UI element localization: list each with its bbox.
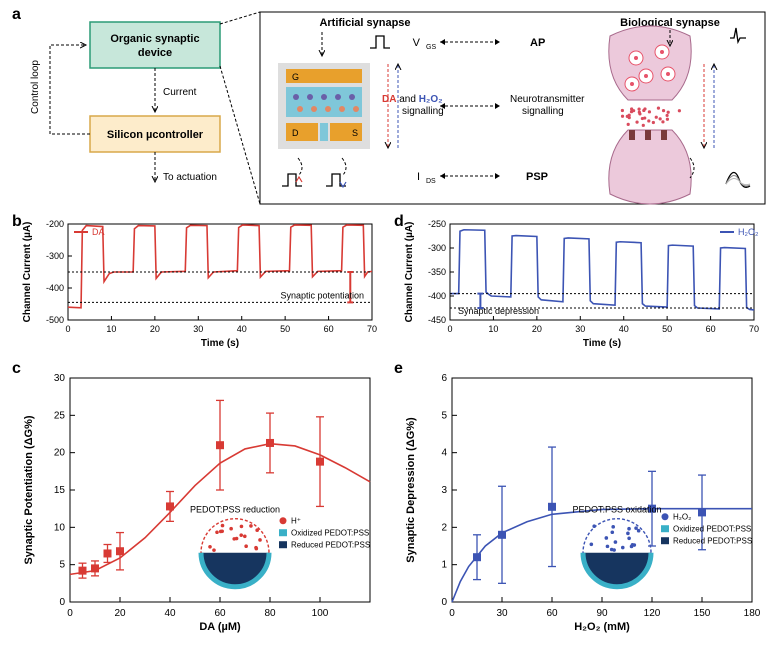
svg-text:-300: -300 bbox=[428, 243, 446, 253]
svg-text:Channel Current (µA): Channel Current (µA) bbox=[22, 222, 33, 323]
svg-text:50: 50 bbox=[280, 324, 290, 334]
svg-text:PSP: PSP bbox=[526, 171, 548, 183]
svg-text:-200: -200 bbox=[46, 219, 64, 229]
svg-text:Time (s): Time (s) bbox=[201, 338, 239, 349]
svg-text:70: 70 bbox=[749, 324, 759, 334]
svg-text:DA and H₂O₂: DA and H₂O₂ bbox=[382, 94, 443, 105]
svg-text:Channel Current (µA): Channel Current (µA) bbox=[404, 222, 415, 323]
svg-text:V: V bbox=[413, 37, 421, 49]
svg-text:-400: -400 bbox=[428, 291, 446, 301]
svg-text:Synaptic potentiation: Synaptic potentiation bbox=[280, 290, 364, 300]
svg-text:100: 100 bbox=[312, 608, 329, 619]
svg-text:25: 25 bbox=[54, 410, 66, 421]
svg-text:30: 30 bbox=[193, 324, 203, 334]
svg-text:G: G bbox=[292, 72, 299, 82]
svg-text:60: 60 bbox=[324, 324, 334, 334]
svg-text:15: 15 bbox=[54, 485, 66, 496]
svg-text:5: 5 bbox=[59, 560, 65, 571]
svg-text:-350: -350 bbox=[428, 267, 446, 277]
panel-e: 0 30 60 90 120 150 180 0 1 2 3 4 5 6 H₂O₂ (mM) Synaptic… bbox=[400, 370, 762, 636]
svg-text:Oxidized PEDOT:PSS: Oxidized PEDOT:PSS bbox=[291, 529, 369, 538]
svg-text:180: 180 bbox=[744, 608, 761, 619]
svg-text:150: 150 bbox=[694, 608, 711, 619]
svg-text:PEDOT:PSS oxidation: PEDOT:PSS oxidation bbox=[572, 505, 661, 515]
svg-text:DS: DS bbox=[426, 178, 436, 185]
svg-text:20: 20 bbox=[114, 608, 126, 619]
svg-text:Control loop: Control loop bbox=[30, 60, 41, 114]
svg-text:DA (µM): DA (µM) bbox=[199, 621, 241, 633]
svg-text:10: 10 bbox=[106, 324, 116, 334]
svg-text:S: S bbox=[352, 128, 358, 138]
svg-text:-450: -450 bbox=[428, 315, 446, 325]
svg-text:70: 70 bbox=[367, 324, 377, 334]
svg-text:Neurotransmitter: Neurotransmitter bbox=[510, 94, 585, 105]
svg-text:0: 0 bbox=[59, 597, 65, 608]
svg-text:20: 20 bbox=[532, 324, 542, 334]
svg-text:Organic synaptic: Organic synaptic bbox=[110, 33, 199, 45]
svg-text:4: 4 bbox=[441, 448, 447, 459]
svg-text:device: device bbox=[138, 47, 172, 59]
svg-text:3: 3 bbox=[441, 485, 447, 496]
svg-text:DA: DA bbox=[92, 227, 105, 237]
svg-text:H₂O₂: H₂O₂ bbox=[738, 227, 759, 237]
svg-text:80: 80 bbox=[264, 608, 276, 619]
svg-text:signalling: signalling bbox=[522, 106, 564, 117]
svg-text:I: I bbox=[417, 171, 420, 183]
svg-text:signalling: signalling bbox=[402, 106, 444, 117]
svg-text:20: 20 bbox=[150, 324, 160, 334]
svg-text:120: 120 bbox=[644, 608, 661, 619]
svg-text:20: 20 bbox=[54, 448, 66, 459]
svg-text:0: 0 bbox=[441, 597, 447, 608]
svg-text:PEDOT:PSS reduction: PEDOT:PSS reduction bbox=[190, 505, 280, 515]
svg-text:5: 5 bbox=[441, 410, 447, 421]
svg-text:-400: -400 bbox=[46, 283, 64, 293]
svg-text:-500: -500 bbox=[46, 315, 64, 325]
svg-text:0: 0 bbox=[65, 324, 70, 334]
svg-text:Time (s): Time (s) bbox=[583, 338, 621, 349]
svg-text:Current: Current bbox=[163, 87, 197, 98]
svg-text:0: 0 bbox=[67, 608, 73, 619]
svg-text:Synaptic Depression (ΔG%): Synaptic Depression (ΔG%) bbox=[405, 417, 417, 563]
svg-text:D: D bbox=[292, 128, 299, 138]
svg-text:60: 60 bbox=[546, 608, 558, 619]
svg-text:30: 30 bbox=[496, 608, 508, 619]
svg-text:Artificial synapse: Artificial synapse bbox=[319, 17, 410, 29]
svg-text:40: 40 bbox=[164, 608, 176, 619]
svg-text:10: 10 bbox=[54, 522, 66, 533]
svg-text:0: 0 bbox=[449, 608, 455, 619]
svg-text:30: 30 bbox=[575, 324, 585, 334]
svg-text:Synaptic Potentiation (ΔG%): Synaptic Potentiation (ΔG%) bbox=[23, 415, 35, 564]
panel-b: 0 10 20 30 40 50 60 70 -500 -400 -300 -200 Time (s) C… bbox=[18, 218, 380, 350]
svg-text:50: 50 bbox=[662, 324, 672, 334]
svg-text:30: 30 bbox=[54, 373, 66, 384]
svg-text:0: 0 bbox=[447, 324, 452, 334]
svg-text:6: 6 bbox=[441, 373, 447, 384]
svg-text:Synaptic depression: Synaptic depression bbox=[458, 306, 539, 316]
svg-text:-250: -250 bbox=[428, 219, 446, 229]
svg-text:90: 90 bbox=[596, 608, 608, 619]
svg-text:Oxidized PEDOT:PSS: Oxidized PEDOT:PSS bbox=[673, 525, 751, 534]
svg-text:-300: -300 bbox=[46, 251, 64, 261]
svg-text:GS: GS bbox=[426, 44, 436, 51]
svg-text:Silicon µcontroller: Silicon µcontroller bbox=[107, 129, 204, 141]
svg-text:40: 40 bbox=[237, 324, 247, 334]
svg-text:60: 60 bbox=[214, 608, 226, 619]
svg-text:H₂O₂: H₂O₂ bbox=[673, 513, 691, 522]
svg-text:AP: AP bbox=[530, 37, 545, 49]
svg-text:10: 10 bbox=[488, 324, 498, 334]
panel-a: Organic synaptic device Silicon µcontrolle… bbox=[10, 8, 770, 208]
svg-text:40: 40 bbox=[619, 324, 629, 334]
svg-text:Reduced PEDOT:PSS: Reduced PEDOT:PSS bbox=[291, 541, 370, 550]
svg-text:To actuation: To actuation bbox=[163, 172, 217, 183]
svg-text:1: 1 bbox=[441, 560, 447, 571]
panel-d: 0 10 20 30 40 50 60 70 -450 -400 -350 -300 -250 Time … bbox=[400, 218, 762, 350]
svg-text:H⁺: H⁺ bbox=[291, 517, 301, 526]
svg-text:2: 2 bbox=[441, 522, 447, 533]
svg-text:H₂O₂ (mM): H₂O₂ (mM) bbox=[574, 621, 630, 633]
svg-text:Reduced PEDOT:PSS: Reduced PEDOT:PSS bbox=[673, 537, 752, 546]
panel-c: 0 20 40 60 80 100 0 5 10 15 20 25 30 DA (µM) Synaptic … bbox=[18, 370, 380, 636]
svg-text:60: 60 bbox=[706, 324, 716, 334]
